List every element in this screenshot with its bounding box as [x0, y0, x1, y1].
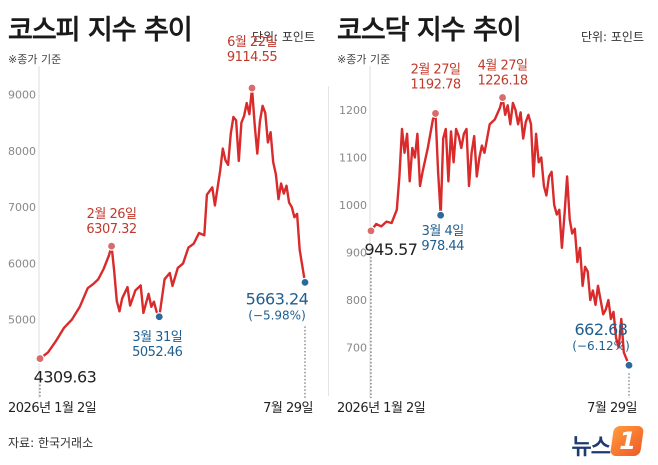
annotation-value: 5663.24	[246, 289, 309, 308]
annotation-value: 5052.46	[132, 345, 182, 360]
annotation-value: 1226.18	[477, 74, 527, 89]
data-point-marker	[247, 83, 257, 93]
data-point-marker	[436, 210, 446, 220]
y-tick-label: 800	[346, 294, 367, 307]
annotation-date: 6월 22일	[227, 35, 277, 50]
series-line	[38, 86, 307, 360]
y-tick-label: 7000	[8, 201, 36, 214]
data-point-marker	[497, 92, 508, 103]
annotation-date: 2월 26일	[87, 207, 137, 222]
x-start-label: 2026년 1월 2일	[8, 401, 96, 416]
data-point-marker	[624, 360, 634, 370]
data-point-marker	[154, 312, 164, 322]
kosdaq-title: 코스닥 지수 추이	[337, 15, 522, 46]
kosdaq-unit: 단위: 포인트	[580, 30, 644, 44]
y-tick-label: 6000	[8, 257, 36, 270]
y-tick-label: 5000	[8, 314, 36, 327]
kosdaq-panel: 코스닥 지수 추이 단위: 포인트 ※종가 기준 700 800 900 1000 11…	[329, 0, 658, 420]
kospi-title: 코스피 지수 추이	[8, 15, 193, 46]
kospi-panel: 코스피 지수 추이 단위: 포인트 ※종가 기준 5000 6000 7000 800…	[0, 0, 329, 420]
annotation-date: 2월 27일	[411, 62, 461, 77]
y-tick-label: 1100	[339, 152, 367, 165]
x-end-label: 7월 29일	[263, 401, 313, 416]
annotation-value: 4309.63	[34, 368, 97, 387]
kospi-basis: ※종가 기준	[8, 53, 62, 66]
annotation-value: 662.68	[575, 320, 628, 339]
annotation-date: 4월 27일	[478, 59, 528, 74]
y-tick-label: 900	[346, 247, 367, 260]
data-point-marker	[106, 241, 117, 251]
kospi-unit: 단위: 포인트	[251, 30, 315, 44]
annotation-value: 945.57	[365, 240, 418, 259]
annotation-value: 978.44	[421, 239, 464, 254]
data-point-marker	[366, 226, 376, 236]
y-tick-label: 1000	[339, 199, 367, 212]
data-point-marker	[430, 108, 441, 119]
kosdaq-basis: ※종가 기준	[337, 53, 391, 66]
annotation-value: 1192.78	[410, 77, 460, 92]
source-note: 자료: 한국거래소	[8, 436, 94, 450]
y-tick-label: 700	[346, 342, 367, 355]
annotation-change: (−6.12%)	[572, 339, 630, 353]
annotation-value: 9114.55	[227, 50, 277, 65]
x-start-label: 2026년 1월 2일	[337, 401, 425, 416]
data-point-marker	[300, 277, 310, 287]
y-tick-label: 8000	[8, 145, 36, 158]
annotation-change: (−5.98%)	[248, 308, 306, 322]
data-point-marker	[35, 353, 45, 364]
x-end-label: 7월 29일	[587, 401, 637, 416]
panel-divider	[328, 86, 329, 396]
annotation-value: 6307.32	[86, 222, 136, 237]
series-line	[369, 96, 631, 367]
news1-logo: 뉴스 1	[528, 424, 648, 460]
logo-badge-number: 1	[619, 427, 636, 455]
annotation-date: 3월 4일	[422, 224, 464, 239]
annotation-date: 3월 31일	[132, 330, 182, 345]
y-tick-label: 1200	[339, 104, 367, 117]
logo-text: 뉴스	[571, 435, 611, 460]
y-tick-label: 9000	[8, 89, 36, 102]
